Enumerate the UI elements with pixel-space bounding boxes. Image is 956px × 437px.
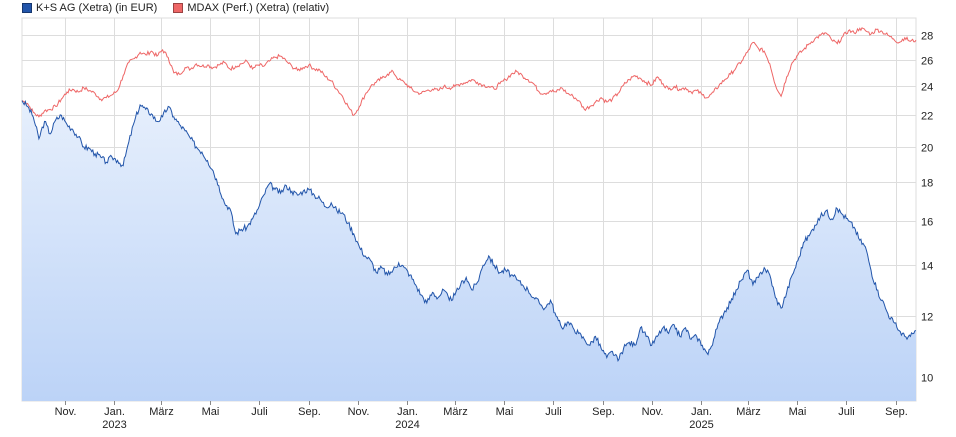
y-tick-label: 22 (921, 111, 933, 123)
legend-item-secondary[interactable]: MDAX (Perf.) (Xetra) (relativ) (173, 2, 329, 14)
legend-swatch-secondary (173, 3, 184, 13)
x-tick-label: Juli (251, 406, 268, 418)
y-tick-label: 26 (921, 56, 933, 68)
x-tick-label: Sep. (885, 406, 908, 418)
x-tick-label: Juli (545, 406, 562, 418)
legend-swatch-primary (22, 3, 32, 13)
legend: K+S AG (Xetra) (in EUR) MDAX (Perf.) (Xe… (22, 2, 329, 14)
y-tick-label: 10 (921, 373, 933, 385)
x-year-label: 2025 (689, 419, 713, 431)
y-tick-label: 14 (921, 261, 933, 273)
x-tick-label: Mai (496, 406, 514, 418)
series-line-layer (21, 27, 917, 362)
x-tick-label: Jan. (397, 406, 418, 418)
x-tick-label: März (736, 406, 760, 418)
x-tick-label: März (149, 406, 173, 418)
x-tick-label: Nov. (642, 406, 664, 418)
x-year-label: 2024 (395, 419, 419, 431)
legend-label-primary: K+S AG (Xetra) (in EUR) (36, 2, 158, 14)
y-tick-label: 12 (921, 312, 933, 324)
legend-item-primary[interactable]: K+S AG (Xetra) (in EUR) (22, 2, 157, 14)
x-tick-label: Sep. (592, 406, 615, 418)
x-tick-label: Jan. (104, 406, 125, 418)
series-area-ks (22, 100, 916, 401)
x-tick-label: Juli (838, 406, 855, 418)
x-tick-label: Mai (202, 406, 220, 418)
x-tick-label: März (443, 406, 467, 418)
x-tick-label: Mai (789, 406, 807, 418)
y-tick-label: 16 (921, 217, 933, 229)
y-tick-label: 28 (921, 31, 933, 43)
y-tick-label: 20 (921, 143, 933, 155)
x-tick-label: Nov. (348, 406, 370, 418)
x-year-label: 2023 (102, 419, 126, 431)
y-tick-label: 18 (921, 178, 933, 190)
y-tick-label: 24 (921, 82, 933, 94)
x-tick-label: Jan. (691, 406, 712, 418)
legend-label-secondary: MDAX (Perf.) (Xetra) (relativ) (187, 2, 330, 14)
series-area-layer (22, 100, 916, 401)
series-line-ks (21, 99, 917, 362)
x-tick-label: Nov. (55, 406, 77, 418)
series-line-mdax (21, 27, 917, 118)
x-tick-label: Sep. (298, 406, 321, 418)
